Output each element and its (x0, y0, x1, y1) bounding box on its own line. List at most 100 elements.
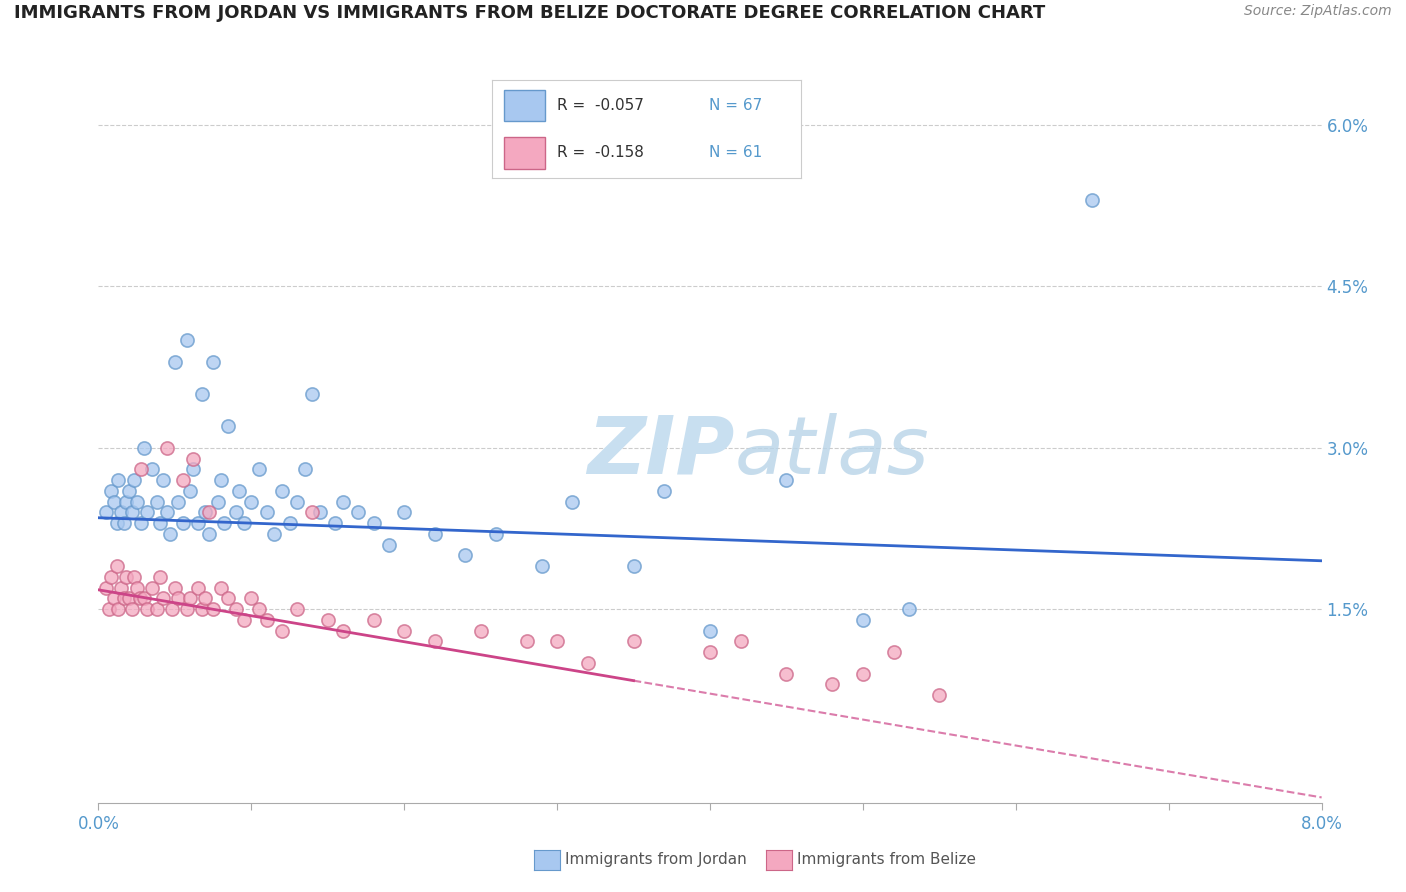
Text: Source: ZipAtlas.com: Source: ZipAtlas.com (1244, 4, 1392, 19)
Point (775, 473, 797, 487)
Point (125, 494, 148, 508)
Point (149, 570, 172, 584)
Point (115, 494, 138, 508)
Point (202, 355, 225, 369)
Point (121, 602, 143, 616)
Text: N = 67: N = 67 (709, 98, 762, 113)
Point (191, 387, 214, 401)
Point (470, 624, 492, 638)
Text: ZIP: ZIP (588, 413, 734, 491)
Point (332, 494, 354, 508)
Point (285, 602, 308, 616)
Point (217, 591, 239, 606)
Point (136, 505, 159, 519)
Point (363, 516, 385, 530)
Point (105, 516, 128, 530)
Point (821, 677, 844, 691)
Point (181, 462, 204, 476)
Point (141, 581, 163, 595)
Point (145, 602, 167, 616)
Point (256, 613, 278, 627)
Point (623, 559, 645, 574)
Point (94, 505, 117, 519)
Point (122, 473, 145, 487)
Point (301, 387, 323, 401)
Text: IMMIGRANTS FROM JORDAN VS IMMIGRANTS FROM BELIZE DOCTORATE DEGREE CORRELATION CH: IMMIGRANTS FROM JORDAN VS IMMIGRANTS FRO… (14, 4, 1045, 22)
Point (115, 570, 138, 584)
Point (225, 602, 247, 616)
Point (100, 483, 122, 498)
Point (883, 645, 905, 659)
Point (347, 505, 370, 519)
Point (325, 516, 347, 530)
Point (699, 645, 721, 659)
Point (103, 494, 125, 508)
Point (623, 634, 645, 648)
Point (152, 591, 174, 606)
Point (1081, 194, 1104, 208)
Point (263, 527, 285, 541)
Point (270, 483, 294, 498)
Point (232, 613, 254, 627)
Point (212, 516, 235, 530)
Point (98, 602, 121, 616)
Point (121, 505, 143, 519)
Point (197, 505, 219, 519)
Point (105, 559, 128, 574)
Point (209, 581, 232, 595)
Point (546, 634, 568, 648)
Point (187, 581, 209, 595)
Point (699, 624, 721, 638)
Point (156, 441, 179, 455)
Point (103, 591, 125, 606)
Point (228, 483, 250, 498)
Point (392, 505, 416, 519)
Bar (505, 137, 544, 169)
Point (561, 494, 583, 508)
Point (194, 505, 217, 519)
Point (110, 505, 132, 519)
Point (176, 602, 198, 616)
Point (285, 494, 308, 508)
Point (576, 656, 599, 670)
Point (176, 333, 198, 347)
Text: Immigrants from Jordan: Immigrants from Jordan (565, 853, 747, 867)
Point (301, 505, 323, 519)
Point (194, 591, 217, 606)
Point (172, 473, 194, 487)
Point (209, 473, 232, 487)
Point (730, 634, 752, 648)
Point (156, 505, 179, 519)
Point (775, 666, 797, 681)
Point (122, 570, 145, 584)
Point (530, 559, 553, 574)
Point (191, 602, 214, 616)
Point (136, 602, 159, 616)
Point (423, 527, 446, 541)
Point (100, 570, 122, 584)
Point (852, 666, 875, 681)
Point (125, 581, 148, 595)
Point (118, 483, 141, 498)
Point (167, 494, 190, 508)
Point (294, 462, 316, 476)
Text: N = 61: N = 61 (709, 145, 762, 161)
Point (423, 634, 446, 648)
Point (515, 634, 537, 648)
Point (485, 527, 508, 541)
Point (128, 591, 150, 606)
Point (112, 591, 135, 606)
Text: R =  -0.057: R = -0.057 (557, 98, 644, 113)
Point (152, 473, 174, 487)
Point (217, 419, 239, 434)
Point (110, 581, 132, 595)
Text: Immigrants from Belize: Immigrants from Belize (797, 853, 976, 867)
Point (270, 624, 294, 638)
Point (187, 516, 209, 530)
Point (94, 581, 117, 595)
Point (179, 591, 201, 606)
Point (928, 688, 950, 702)
Point (129, 462, 152, 476)
Point (163, 581, 186, 595)
Point (160, 602, 183, 616)
